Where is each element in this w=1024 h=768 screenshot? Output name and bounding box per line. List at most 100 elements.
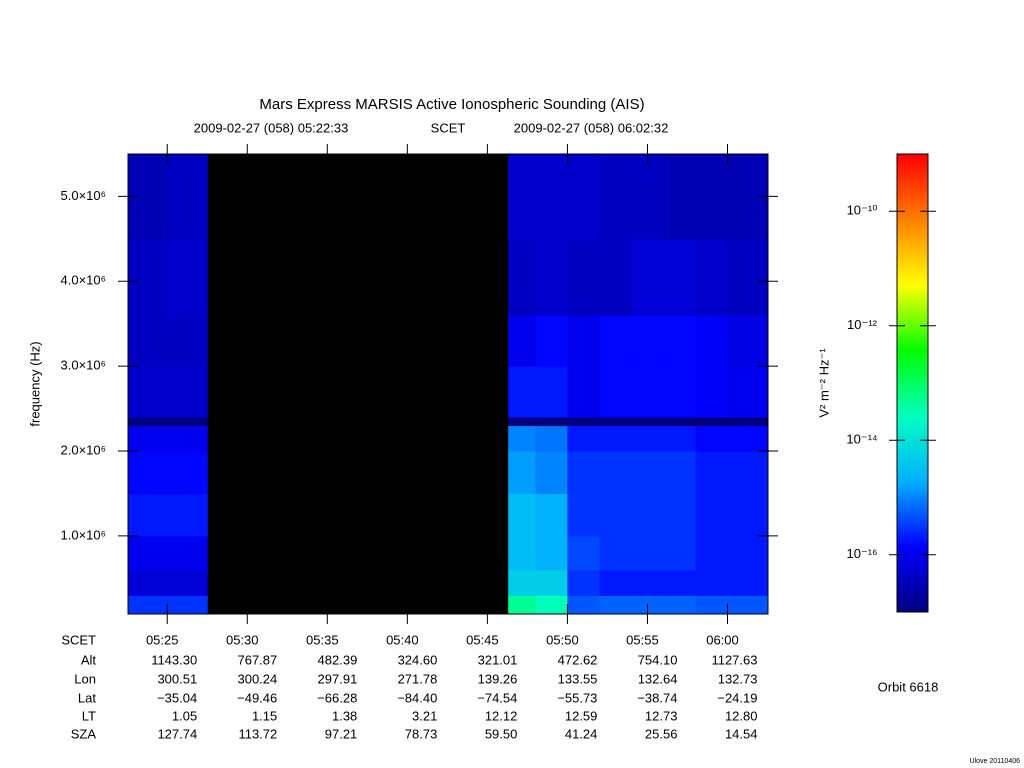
colorbar-step <box>897 372 928 375</box>
cell <box>535 315 568 367</box>
colorbar-step <box>897 466 928 469</box>
colorbar-step <box>897 244 928 247</box>
colorbar-step <box>897 440 928 443</box>
ephemeris-value: 132.73 <box>718 671 758 686</box>
colorbar-step <box>897 158 928 161</box>
cell <box>663 535 696 571</box>
cell <box>567 417 600 427</box>
end-time: 2009-02-27 (058) 06:02:32 <box>514 120 669 135</box>
cell <box>128 425 168 452</box>
cell <box>508 366 536 418</box>
colorbar-step <box>897 576 928 579</box>
cell <box>535 595 568 615</box>
colorbar-step <box>897 260 928 263</box>
cell <box>727 425 769 452</box>
colorbar-step <box>897 190 928 193</box>
colorbar-step <box>897 598 928 601</box>
ephemeris-value: 139.26 <box>478 671 518 686</box>
cell <box>535 493 568 537</box>
y-tick-label: 3.0×10⁶ <box>61 358 106 373</box>
cell <box>128 569 168 596</box>
colorbar-step <box>897 248 928 251</box>
cell <box>727 535 769 571</box>
ephemeris-value: 113.72 <box>238 726 277 741</box>
colorbar-step <box>897 470 928 473</box>
colorbar-step <box>897 452 928 455</box>
y-tick-label: 5.0×10⁶ <box>61 188 106 203</box>
colorbar-step <box>897 358 928 361</box>
ephemeris-label: LT <box>82 708 96 723</box>
cell <box>567 315 600 367</box>
colorbar-step <box>897 402 928 405</box>
colorbar-step <box>897 352 928 355</box>
colorbar-step <box>897 236 928 239</box>
colorbar-step <box>897 426 928 429</box>
colorbar-step <box>897 320 928 323</box>
cell <box>128 315 168 367</box>
cell <box>663 366 696 418</box>
colorbar-step <box>897 174 928 177</box>
cell <box>535 366 568 418</box>
colorbar-step <box>897 376 928 379</box>
cell <box>535 238 568 316</box>
colorbar-step <box>897 210 928 213</box>
cell <box>727 366 769 418</box>
cell <box>167 366 208 418</box>
ephemeris-value: 482.39 <box>318 652 358 667</box>
colorbar-step <box>897 508 928 511</box>
cell <box>631 451 664 494</box>
cell <box>128 417 168 427</box>
cell <box>128 366 168 418</box>
x-tick-label: 05:55 <box>626 632 659 647</box>
cell <box>663 238 696 316</box>
colorbar-step <box>897 366 928 369</box>
ephemeris-value: 1143.30 <box>151 652 197 667</box>
ephemeris-value: 133.55 <box>558 671 598 686</box>
colorbar-step <box>897 362 928 365</box>
cell <box>128 493 168 537</box>
cell <box>631 154 664 240</box>
cell <box>508 425 536 452</box>
cell <box>599 366 632 418</box>
cell <box>695 417 728 427</box>
colorbar-step <box>897 202 928 205</box>
colorbar-step <box>897 540 928 543</box>
colorbar-step <box>897 212 928 215</box>
colorbar-step <box>897 554 928 557</box>
colorbar-step <box>897 574 928 577</box>
colorbar-step <box>897 368 928 371</box>
colorbar-step <box>897 530 928 533</box>
colorbar-step <box>897 484 928 487</box>
colorbar-tick-label: 10⁻¹⁶ <box>846 546 877 561</box>
colorbar-step <box>897 492 928 495</box>
colorbar-step <box>897 388 928 391</box>
colorbar-step <box>897 218 928 221</box>
cell <box>727 451 769 494</box>
ephemeris-value: 300.51 <box>157 671 197 686</box>
colorbar-step <box>897 310 928 313</box>
colorbar-step <box>897 238 928 241</box>
colorbar-step <box>897 548 928 551</box>
colorbar-step <box>897 462 928 465</box>
colorbar-step <box>897 406 928 409</box>
x-tick-label: 05:45 <box>466 632 499 647</box>
cell <box>727 238 769 316</box>
colorbar-step <box>897 510 928 513</box>
colorbar-step <box>897 494 928 497</box>
ephemeris-value: 1.38 <box>332 708 357 723</box>
colorbar-step <box>897 582 928 585</box>
colorbar-step <box>897 166 928 169</box>
colorbar-step <box>897 230 928 233</box>
colorbar-step <box>897 450 928 453</box>
colorbar-step <box>897 222 928 225</box>
ephemeris-value: 271.78 <box>398 671 438 686</box>
cell <box>599 315 632 367</box>
colorbar-tick-label: 10⁻¹⁰ <box>847 203 878 218</box>
colorbar-step <box>897 538 928 541</box>
ephemeris-value: −74.54 <box>477 690 517 705</box>
colorbar-step <box>897 556 928 559</box>
colorbar-step <box>897 456 928 459</box>
colorbar-step <box>897 418 928 421</box>
colorbar-step <box>897 340 928 343</box>
